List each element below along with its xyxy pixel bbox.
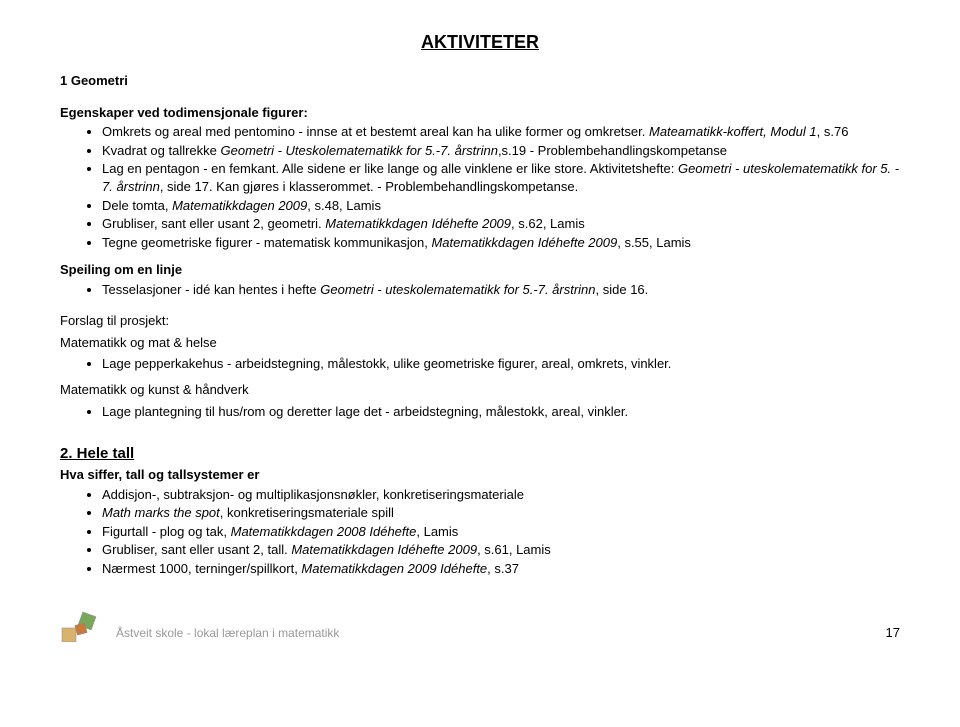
text-italic: Matematikkdagen 2009: [172, 198, 307, 213]
section1-sub2: Speiling om en linje: [60, 261, 900, 279]
text: Grubliser, sant eller usant 2, geometri.: [102, 216, 325, 231]
list-item: Lage plantegning til hus/rom og deretter…: [102, 403, 900, 421]
text: , konkretiseringsmateriale spill: [220, 505, 394, 520]
list-3: Lage pepperkakehus - arbeidstegning, mål…: [60, 355, 900, 373]
text: , s.62, Lamis: [511, 216, 585, 231]
list-item: Grubliser, sant eller usant 2, geometri.…: [102, 215, 900, 233]
list-item: Math marks the spot, konkretiseringsmate…: [102, 504, 900, 522]
section2-heading: 2. Hele tall: [60, 444, 900, 464]
page-title: AKTIVITETER: [60, 30, 900, 54]
text-italic: Matematikkdagen Idéhefte 2009: [431, 235, 617, 250]
kunst-heading: Matematikk og kunst & håndverk: [60, 381, 900, 399]
list-item: Tesselasjoner - idé kan hentes i hefte G…: [102, 281, 900, 299]
text: Lag en pentagon - en femkant. Alle siden…: [102, 161, 678, 176]
text: , s.61, Lamis: [477, 542, 551, 557]
list-item: Lag en pentagon - en femkant. Alle siden…: [102, 160, 900, 195]
text: Tegne geometriske figurer - matematisk k…: [102, 235, 431, 250]
pythagorean-icon: [60, 610, 106, 642]
text: Figurtall - plog og tak,: [102, 524, 231, 539]
text: Dele tomta,: [102, 198, 172, 213]
mat-helse-heading: Matematikk og mat & helse: [60, 334, 900, 352]
text: , s.37: [487, 561, 519, 576]
text: , s.48, Lamis: [307, 198, 381, 213]
text: Grubliser, sant eller usant 2, tall.: [102, 542, 291, 557]
text: ,s.19 - Problembehandlingskompetanse: [498, 143, 727, 158]
footer-logo: [60, 610, 106, 642]
list-item: Kvadrat og tallrekke Geometri - Uteskole…: [102, 142, 900, 160]
list-1: Omkrets og areal med pentomino - innse a…: [60, 123, 900, 251]
text: , s.55, Lamis: [617, 235, 691, 250]
list-item: Omkrets og areal med pentomino - innse a…: [102, 123, 900, 141]
text: Kvadrat og tallrekke: [102, 143, 221, 158]
footer-text: Åstveit skole - lokal læreplan i matemat…: [106, 625, 886, 641]
list-item: Lage pepperkakehus - arbeidstegning, mål…: [102, 355, 900, 373]
text-italic: Mateamatikk-koffert, Modul 1: [649, 124, 817, 139]
list-2: Tesselasjoner - idé kan hentes i hefte G…: [60, 281, 900, 299]
list-5: Addisjon-, subtraksjon- og multiplikasjo…: [60, 486, 900, 578]
section2-sub: Hva siffer, tall og tallsystemer er: [60, 466, 900, 484]
section1-sub1: Egenskaper ved todimensjonale figurer:: [60, 104, 900, 122]
text-italic: Matematikkdagen 2009 Idéhefte: [301, 561, 487, 576]
text: Nærmest 1000, terninger/spillkort,: [102, 561, 301, 576]
text: , side 16.: [596, 282, 649, 297]
list-4: Lage plantegning til hus/rom og deretter…: [60, 403, 900, 421]
text-italic: Matematikkdagen 2008 Idéhefte: [231, 524, 417, 539]
list-item: Dele tomta, Matematikkdagen 2009, s.48, …: [102, 197, 900, 215]
list-item: Grubliser, sant eller usant 2, tall. Mat…: [102, 541, 900, 559]
text: Omkrets og areal med pentomino - innse a…: [102, 124, 645, 139]
text-italic: Matematikkdagen Idéhefte 2009: [325, 216, 511, 231]
text-italic: Geometri - Uteskolematematikk for 5.-7. …: [221, 143, 498, 158]
page-footer: Åstveit skole - lokal læreplan i matemat…: [60, 610, 900, 642]
text-italic: Matematikkdagen Idéhefte 2009: [291, 542, 477, 557]
text: , side 17. Kan gjøres i klasserommet. - …: [160, 179, 578, 194]
list-item: Nærmest 1000, terninger/spillkort, Matem…: [102, 560, 900, 578]
section1-heading: 1 Geometri: [60, 72, 900, 90]
text: Tesselasjoner - idé kan hentes i hefte: [102, 282, 320, 297]
list-item: Figurtall - plog og tak, Matematikkdagen…: [102, 523, 900, 541]
text: , Lamis: [416, 524, 458, 539]
text: , s.76: [817, 124, 849, 139]
list-item: Addisjon-, subtraksjon- og multiplikasjo…: [102, 486, 900, 504]
list-item: Tegne geometriske figurer - matematisk k…: [102, 234, 900, 252]
page-number: 17: [886, 624, 900, 642]
text-italic: Math marks the spot: [102, 505, 220, 520]
forslag-heading: Forslag til prosjekt:: [60, 312, 900, 330]
text-italic: Geometri - uteskolematematikk for 5.-7. …: [320, 282, 595, 297]
